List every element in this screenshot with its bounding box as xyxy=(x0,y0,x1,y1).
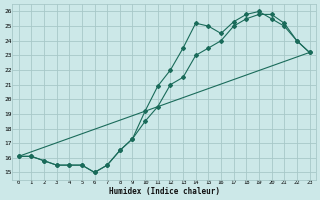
X-axis label: Humidex (Indice chaleur): Humidex (Indice chaleur) xyxy=(108,187,220,196)
